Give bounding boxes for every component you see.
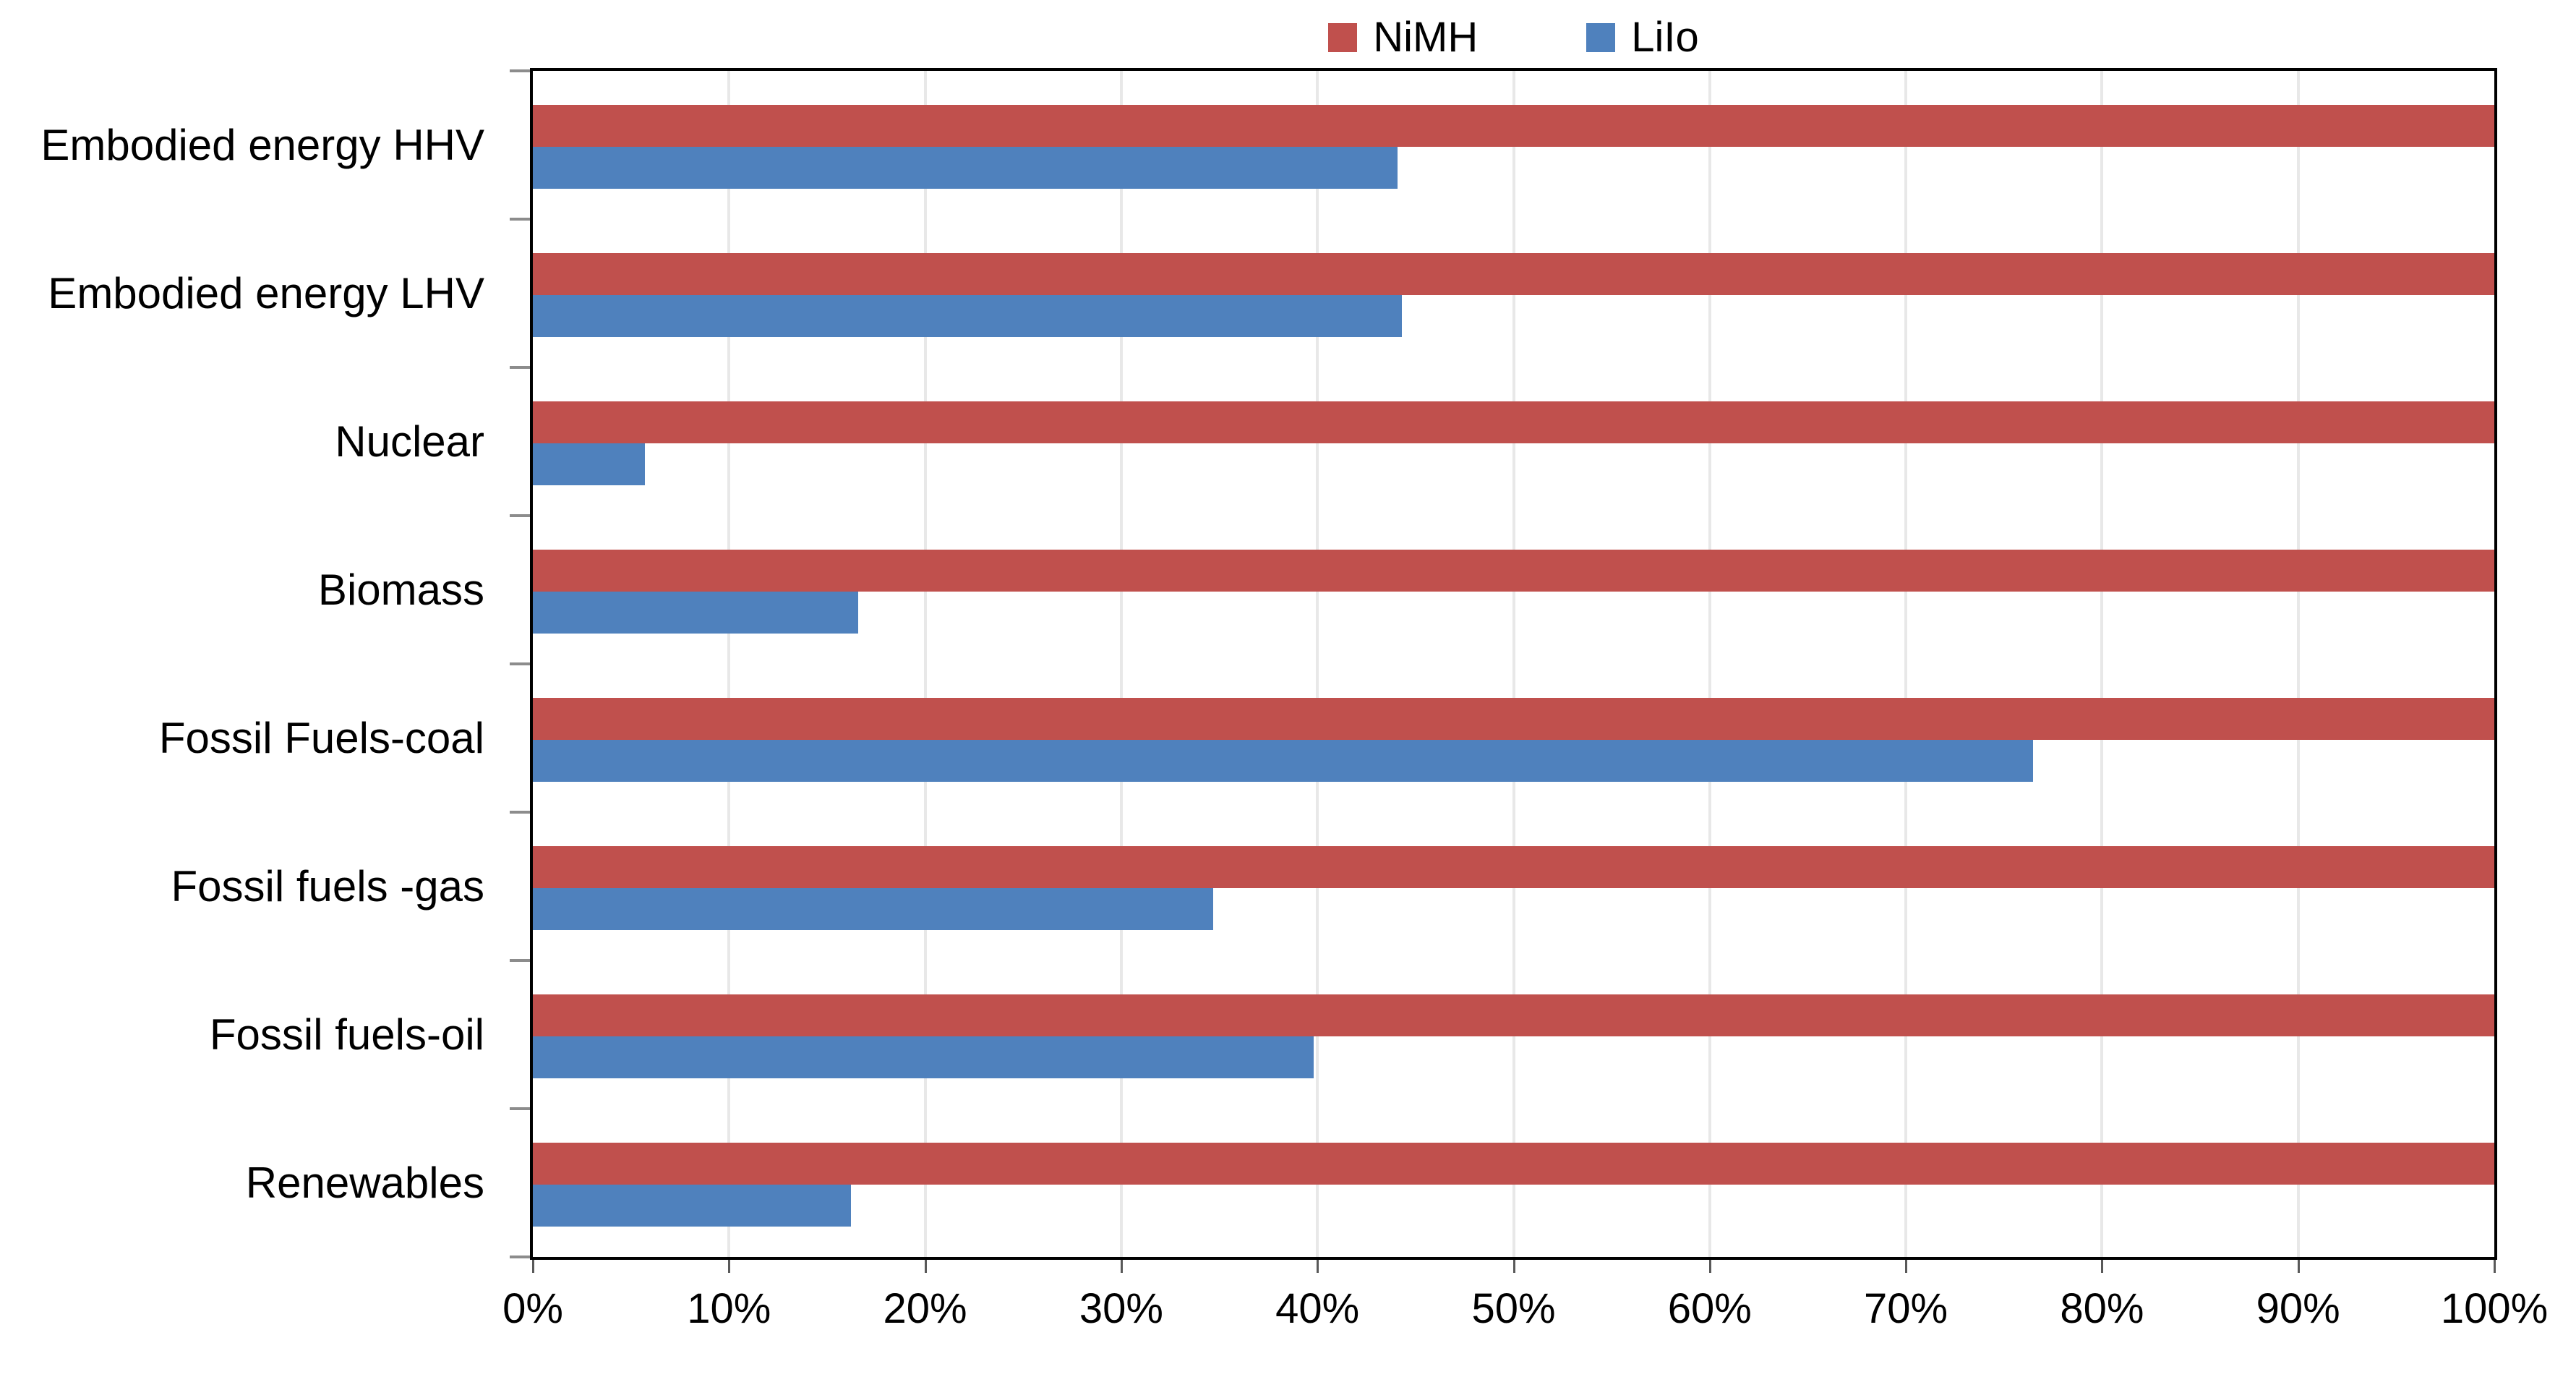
- y-axis-tick: [510, 366, 530, 369]
- bar-nimh-5: [533, 698, 2494, 740]
- nimh-legend-swatch: [1328, 23, 1358, 52]
- x-tick-label-0: 0%: [502, 1285, 563, 1332]
- y-axis-tick: [510, 69, 530, 72]
- category-label: Renewables: [245, 1159, 484, 1207]
- x-axis-tick: [2494, 1260, 2496, 1273]
- category-label: Embodied energy HHV: [40, 121, 484, 169]
- x-axis-tick: [1905, 1260, 1908, 1273]
- category-label: Nuclear: [335, 417, 484, 466]
- bar-liio-1: [533, 147, 1398, 189]
- category-label: Fossil fuels -gas: [171, 862, 484, 911]
- liio-legend-swatch: [1586, 23, 1616, 52]
- bar-liio-3: [533, 443, 645, 485]
- legend-item-nimh: NiMH: [1328, 17, 1478, 59]
- bar-nimh-3: [533, 401, 2494, 443]
- nimh-legend-label: NiMH: [1373, 14, 1479, 61]
- y-axis-tick: [510, 959, 530, 962]
- x-tick-label-80: 80%: [2060, 1285, 2144, 1332]
- gridline-90: [2296, 71, 2300, 1257]
- x-axis-tick: [1317, 1260, 1319, 1273]
- x-tick-label-20: 20%: [883, 1285, 967, 1332]
- category-label: Fossil fuels-oil: [209, 1010, 484, 1059]
- plot-area: [530, 68, 2497, 1260]
- bar-liio-8: [533, 1185, 851, 1227]
- category-label: Embodied energy LHV: [48, 269, 484, 317]
- bar-nimh-4: [533, 550, 2494, 592]
- bar-nimh-6: [533, 846, 2494, 888]
- bar-nimh-8: [533, 1143, 2494, 1185]
- bar-liio-5: [533, 740, 2034, 782]
- gridline-70: [1904, 71, 1908, 1257]
- y-axis-tick: [510, 1107, 530, 1110]
- y-axis-tick: [510, 1256, 530, 1258]
- bar-liio-4: [533, 592, 859, 634]
- x-axis-tick: [1120, 1260, 1123, 1273]
- bar-liio-2: [533, 295, 1402, 337]
- bar-nimh-1: [533, 105, 2494, 147]
- x-axis-tick: [924, 1260, 927, 1273]
- x-tick-label-50: 50%: [1471, 1285, 1556, 1332]
- bar-liio-6: [533, 888, 1214, 930]
- gridline-10: [727, 71, 731, 1257]
- bar-liio-7: [533, 1036, 1314, 1078]
- x-tick-label-90: 90%: [2256, 1285, 2340, 1332]
- x-tick-label-30: 30%: [1079, 1285, 1163, 1332]
- x-tick-label-70: 70%: [1864, 1285, 1948, 1332]
- x-axis-tick: [728, 1260, 731, 1273]
- gridline-20: [923, 71, 927, 1257]
- category-label: Biomass: [317, 566, 484, 614]
- x-tick-label-40: 40%: [1275, 1285, 1360, 1332]
- gridline-30: [1119, 71, 1123, 1257]
- legend-item-liio: LiIo: [1586, 17, 1699, 59]
- category-label: Fossil Fuels-coal: [158, 714, 484, 762]
- y-axis-tick: [510, 662, 530, 665]
- gridline-80: [2100, 71, 2104, 1257]
- y-axis-tick: [510, 514, 530, 517]
- x-axis-tick: [2297, 1260, 2300, 1273]
- y-axis-tick: [510, 218, 530, 221]
- y-axis-tick: [510, 811, 530, 814]
- chart-legend: NiMH LiIo: [533, 12, 2494, 64]
- x-tick-label-10: 10%: [687, 1285, 771, 1332]
- x-axis-tick: [1708, 1260, 1711, 1273]
- gridline-60: [1708, 71, 1711, 1257]
- x-axis-tick: [532, 1260, 534, 1273]
- liio-legend-label: LiIo: [1631, 14, 1699, 61]
- gridline-50: [1512, 71, 1515, 1257]
- x-axis-tick: [2101, 1260, 2104, 1273]
- x-axis-tick: [1512, 1260, 1515, 1273]
- x-tick-label-100: 100%: [2440, 1285, 2549, 1332]
- gridline-40: [1316, 71, 1319, 1257]
- bar-nimh-2: [533, 253, 2494, 295]
- x-tick-label-60: 60%: [1667, 1285, 1752, 1332]
- bar-nimh-7: [533, 994, 2494, 1036]
